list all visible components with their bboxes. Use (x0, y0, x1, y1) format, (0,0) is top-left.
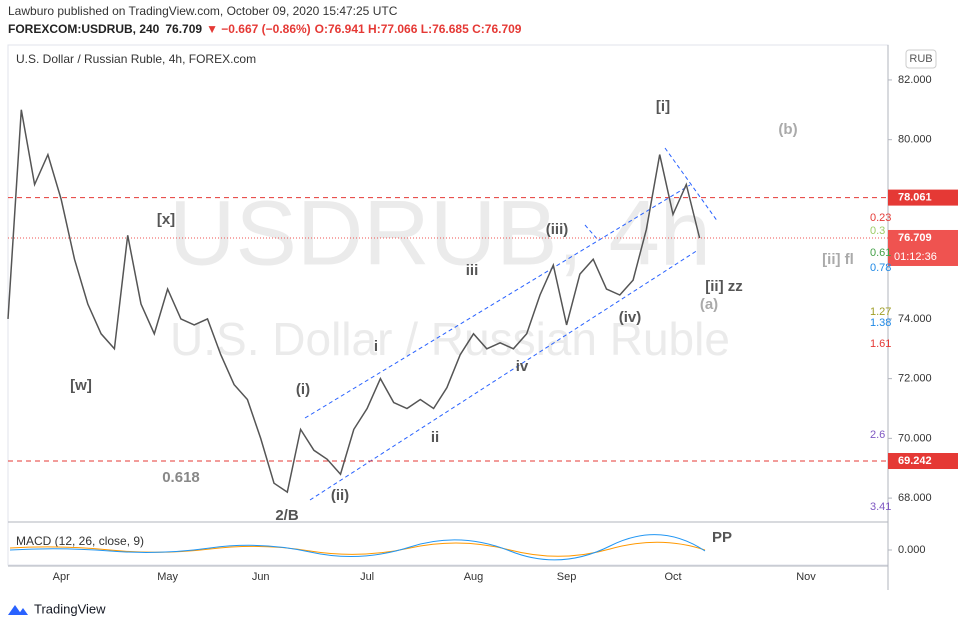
x-tick-label: Nov (796, 571, 816, 583)
last-price-label: 76.709 (898, 232, 932, 244)
wave-label: 2/B (275, 507, 299, 524)
level-box (888, 453, 958, 470)
x-tick-label: Jun (252, 571, 270, 583)
ohlc: O:76.941 H:77.066 L:76.685 C:76.709 (315, 22, 522, 36)
price-line (7, 109, 701, 494)
macd-line (9, 534, 706, 561)
wave-label: i (374, 338, 378, 355)
fib-label: 0.3 (870, 225, 885, 237)
last-price-box (888, 229, 958, 266)
tv-logo (8, 605, 28, 615)
wave-label: (iii) (546, 221, 569, 238)
wave-label: 0.618 (162, 469, 200, 486)
last: 76.709 (165, 22, 202, 36)
fib-label: 1.61 (870, 338, 891, 350)
watermark: USDRUB, 4h (169, 182, 711, 284)
y-tick-label: 70.000 (898, 432, 932, 444)
wave-label: (a) (700, 296, 718, 313)
pane-frame (7, 44, 889, 566)
y-tick-label: 82.000 (898, 74, 932, 86)
wave-label: (i) (296, 381, 310, 398)
x-tick-label: Sep (557, 571, 577, 583)
fib-label: 1.38 (870, 317, 891, 329)
fib-label: 0.61 (870, 247, 891, 259)
y-tick-label: 68.000 (898, 492, 932, 504)
wave-label: (ii) (331, 487, 349, 504)
symbol-name: FOREXCOM:USDRUB, 240 (8, 22, 160, 36)
x-tick-label: Oct (664, 571, 681, 583)
change: ▼ −0.667 (−0.86%) (206, 22, 311, 36)
wave-label: iv (516, 358, 529, 375)
y-tick-label: 72.000 (898, 373, 932, 385)
publish-line: Lawburo published on TradingView.com, Oc… (8, 4, 398, 18)
watermark-sub: U.S. Dollar / Russian Ruble (170, 313, 730, 365)
fib-label: 1.27 (870, 306, 891, 318)
wave-label: [ii] zz (705, 278, 743, 295)
countdown: 01:12:36 (894, 251, 937, 263)
y-tick-label: 80.000 (898, 134, 932, 146)
wave-label: PP (712, 529, 732, 546)
fib-label: 0.78 (870, 262, 891, 274)
wave-label: ii (431, 429, 439, 446)
wave-label: [i] (656, 98, 670, 115)
x-tick-label: Aug (464, 571, 484, 583)
level-label: 78.061 (898, 192, 932, 204)
fib-label: 2.6 (870, 429, 885, 441)
currency-box[interactable] (905, 49, 937, 69)
fib-label: 0.23 (870, 212, 891, 224)
y-tick-label: 0.000 (898, 544, 926, 556)
x-tick-label: May (157, 571, 178, 583)
indicator-name: MACD (12, 26, close, 9) (16, 534, 144, 548)
channel (304, 147, 719, 501)
level-box (888, 189, 958, 206)
wave-label: (iv) (619, 309, 642, 326)
x-tick-label: Apr (53, 571, 70, 583)
fib-label: 3.41 (870, 501, 891, 513)
x-tick-label: Jul (360, 571, 374, 583)
wave-label: [ii] fl (822, 251, 854, 268)
wave-label: [x] (157, 211, 175, 228)
wave-label: (b) (778, 121, 797, 138)
currency[interactable]: RUB (909, 53, 932, 65)
wave-label: iii (466, 262, 479, 279)
symbol: FOREXCOM:USDRUB, 240 76.709 ▼ −0.667 (−0.8… (8, 22, 522, 36)
chart-title: U.S. Dollar / Russian Ruble, 4h, FOREX.c… (16, 52, 256, 66)
wave-label: [w] (70, 377, 92, 394)
y-tick-label: 74.000 (898, 313, 932, 325)
footer-brand[interactable]: TradingView (34, 601, 106, 616)
level-label: 69.242 (898, 455, 932, 467)
